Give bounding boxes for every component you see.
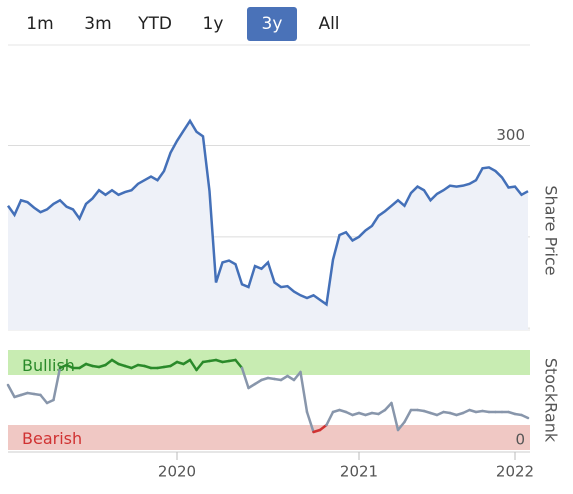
band-label: Bullish	[22, 356, 75, 375]
rank-line	[396, 420, 406, 432]
rank-line	[305, 410, 315, 434]
tab[interactable]: 1y	[203, 14, 224, 34]
rank-line	[318, 423, 328, 432]
rank-line	[383, 401, 393, 412]
y-tick-label: 0	[515, 431, 525, 449]
tab[interactable]: 1m	[26, 14, 53, 34]
x-tick-label: 2022	[496, 463, 534, 481]
y-tick-label: 300	[496, 126, 525, 144]
x-tick-label: 2021	[340, 463, 378, 481]
rank-line	[52, 366, 62, 402]
rank-line	[78, 362, 88, 370]
rank-line	[403, 408, 413, 424]
rank-line	[286, 374, 296, 382]
rank-line	[279, 374, 289, 382]
y-axis-label: StockRank	[542, 358, 561, 443]
rank-line	[390, 401, 400, 432]
rank-line	[325, 410, 335, 427]
rank-line	[182, 358, 192, 366]
tab[interactable]: All	[318, 14, 339, 34]
price-line	[6, 118, 529, 307]
band	[8, 425, 530, 450]
band-label: Bearish	[22, 429, 82, 448]
rank-line	[299, 370, 309, 414]
tab[interactable]: 3m	[84, 14, 111, 34]
y-axis-label: Share Price	[542, 185, 561, 275]
rank-line	[253, 378, 263, 386]
rank-line	[520, 413, 530, 420]
x-tick-label: 2020	[158, 463, 196, 481]
rank-line	[169, 360, 179, 368]
rank-line	[240, 366, 250, 390]
rank-line	[195, 360, 205, 372]
rank-line	[188, 358, 198, 372]
rank-line	[247, 382, 257, 390]
rank-line	[377, 408, 387, 416]
rank-line	[292, 370, 302, 382]
rank-line	[6, 383, 16, 399]
band	[8, 350, 530, 375]
rank-line	[234, 358, 244, 370]
tab-selected-bg	[247, 7, 297, 41]
area	[8, 120, 528, 330]
tab[interactable]: YTD	[137, 14, 172, 34]
rank-line	[104, 358, 114, 367]
rank-line	[39, 393, 49, 405]
tab[interactable]: 3y	[262, 14, 283, 34]
rank-line	[110, 358, 120, 366]
